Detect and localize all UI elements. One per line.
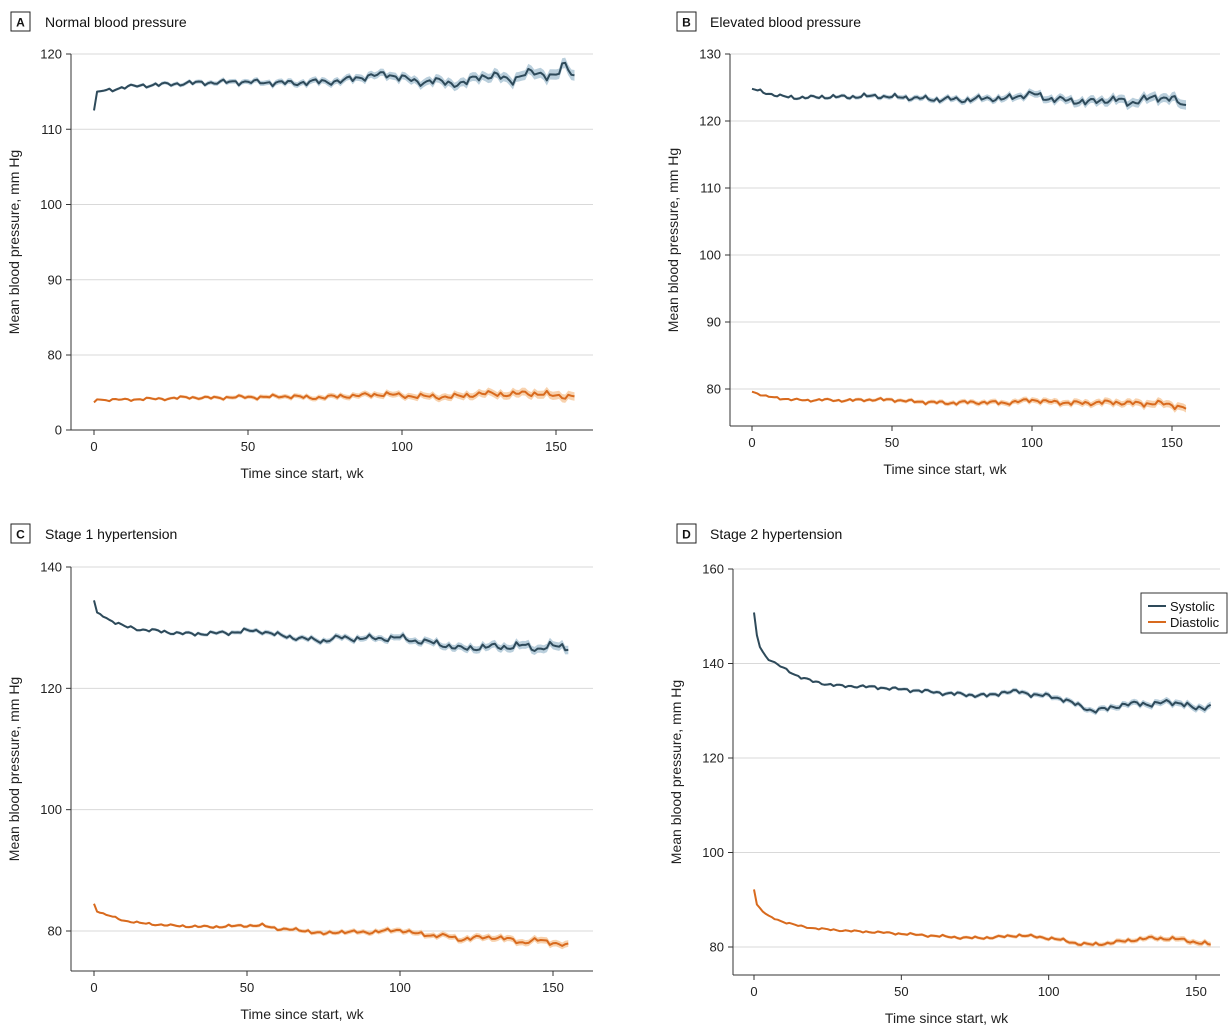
y-tick-label: 140 bbox=[702, 656, 724, 671]
systolic-line bbox=[93, 600, 569, 652]
y-tick-label: 160 bbox=[702, 562, 724, 577]
panel-letter: D bbox=[682, 528, 691, 542]
diastolic-line bbox=[753, 889, 1211, 946]
y-tick-label: 100 bbox=[40, 197, 62, 212]
panel-title: Stage 1 hypertension bbox=[45, 526, 177, 542]
diastolic-line bbox=[93, 389, 575, 404]
legend-systolic-label: Systolic bbox=[1170, 599, 1215, 614]
x-axis-title: Time since start, wk bbox=[883, 461, 1007, 477]
panel-letter: A bbox=[16, 16, 25, 30]
panel-letter-box bbox=[676, 523, 697, 544]
y-tick-label: 110 bbox=[700, 181, 721, 196]
x-tick-label: 0 bbox=[750, 984, 757, 999]
y-axis-title: Mean blood pressure, mm Hg bbox=[668, 680, 684, 864]
x-axis-title: Time since start, wk bbox=[885, 1010, 1009, 1026]
y-axis-title: Mean blood pressure, mm Hg bbox=[6, 677, 22, 861]
y-axis-title: Mean blood pressure, mm Hg bbox=[665, 148, 681, 332]
y-tick-label: 130 bbox=[699, 47, 721, 62]
y-tick-label: 80 bbox=[48, 924, 62, 939]
panel-letter-box bbox=[676, 11, 697, 32]
y-tick-label: 80 bbox=[710, 940, 724, 955]
x-axis-title: Time since start, wk bbox=[240, 1006, 364, 1022]
legend-box bbox=[1140, 592, 1228, 634]
y-tick-label: 110 bbox=[41, 122, 62, 137]
panel-b: B Elevated blood pressure 80 90 100 110 120 130… bbox=[665, 11, 1220, 477]
x-tick-label: 50 bbox=[241, 439, 255, 454]
x-tick-label: 0 bbox=[748, 435, 755, 450]
x-tick-label: 100 bbox=[389, 980, 411, 995]
y-tick-label: 120 bbox=[40, 47, 62, 62]
y-tick-label: 90 bbox=[48, 272, 62, 287]
panel-c: C Stage 1 hypertension 80 100 120 140 0 50 100 15… bbox=[6, 523, 593, 1022]
panel-d: D Stage 2 hypertension 80 100 120 140 160 0 50 10… bbox=[668, 523, 1228, 1026]
systolic-line bbox=[751, 87, 1187, 107]
x-tick-label: 150 bbox=[542, 980, 564, 995]
panel-title: Stage 2 hypertension bbox=[710, 526, 842, 542]
y-axis-title: Mean blood pressure, mm Hg bbox=[6, 150, 22, 334]
y-tick-label: 140 bbox=[40, 560, 62, 575]
x-tick-label: 50 bbox=[894, 984, 908, 999]
y-tick-label: 120 bbox=[699, 114, 721, 129]
y-tick-label: 100 bbox=[699, 248, 721, 263]
x-tick-label: 0 bbox=[90, 439, 97, 454]
y-tick-label: 120 bbox=[40, 681, 62, 696]
y-tick-label: 0 bbox=[55, 423, 62, 438]
y-tick-label: 100 bbox=[702, 845, 724, 860]
panel-title: Elevated blood pressure bbox=[710, 14, 861, 30]
systolic-line bbox=[753, 612, 1212, 714]
x-tick-label: 0 bbox=[90, 980, 97, 995]
y-tick-label: 80 bbox=[707, 382, 721, 397]
x-tick-label: 50 bbox=[240, 980, 254, 995]
systolic-line bbox=[93, 61, 575, 111]
diastolic-line bbox=[751, 390, 1187, 411]
x-tick-label: 150 bbox=[1185, 984, 1207, 999]
y-tick-label: 120 bbox=[702, 751, 724, 766]
diastolic-line bbox=[93, 903, 569, 947]
x-tick-label: 100 bbox=[391, 439, 413, 454]
panel-letter: C bbox=[16, 528, 25, 542]
panel-letter-box bbox=[10, 523, 31, 544]
y-tick-label: 80 bbox=[48, 348, 62, 363]
systolic-ci-band bbox=[94, 57, 575, 112]
x-tick-label: 50 bbox=[885, 435, 899, 450]
x-tick-label: 150 bbox=[545, 439, 567, 454]
panel-title: Normal blood pressure bbox=[45, 14, 187, 30]
panel-a: A Normal blood pressure 0 80 90 100 110 120 0 50 1… bbox=[6, 11, 593, 481]
x-tick-label: 100 bbox=[1021, 435, 1043, 450]
y-tick-label: 90 bbox=[707, 315, 721, 330]
x-axis-title: Time since start, wk bbox=[240, 465, 364, 481]
x-tick-label: 100 bbox=[1038, 984, 1060, 999]
x-tick-label: 150 bbox=[1161, 435, 1183, 450]
panel-letter-box bbox=[10, 11, 31, 32]
legend-diastolic-label: Diastolic bbox=[1170, 615, 1220, 630]
y-tick-label: 100 bbox=[40, 802, 62, 817]
panel-letter: B bbox=[682, 16, 691, 30]
